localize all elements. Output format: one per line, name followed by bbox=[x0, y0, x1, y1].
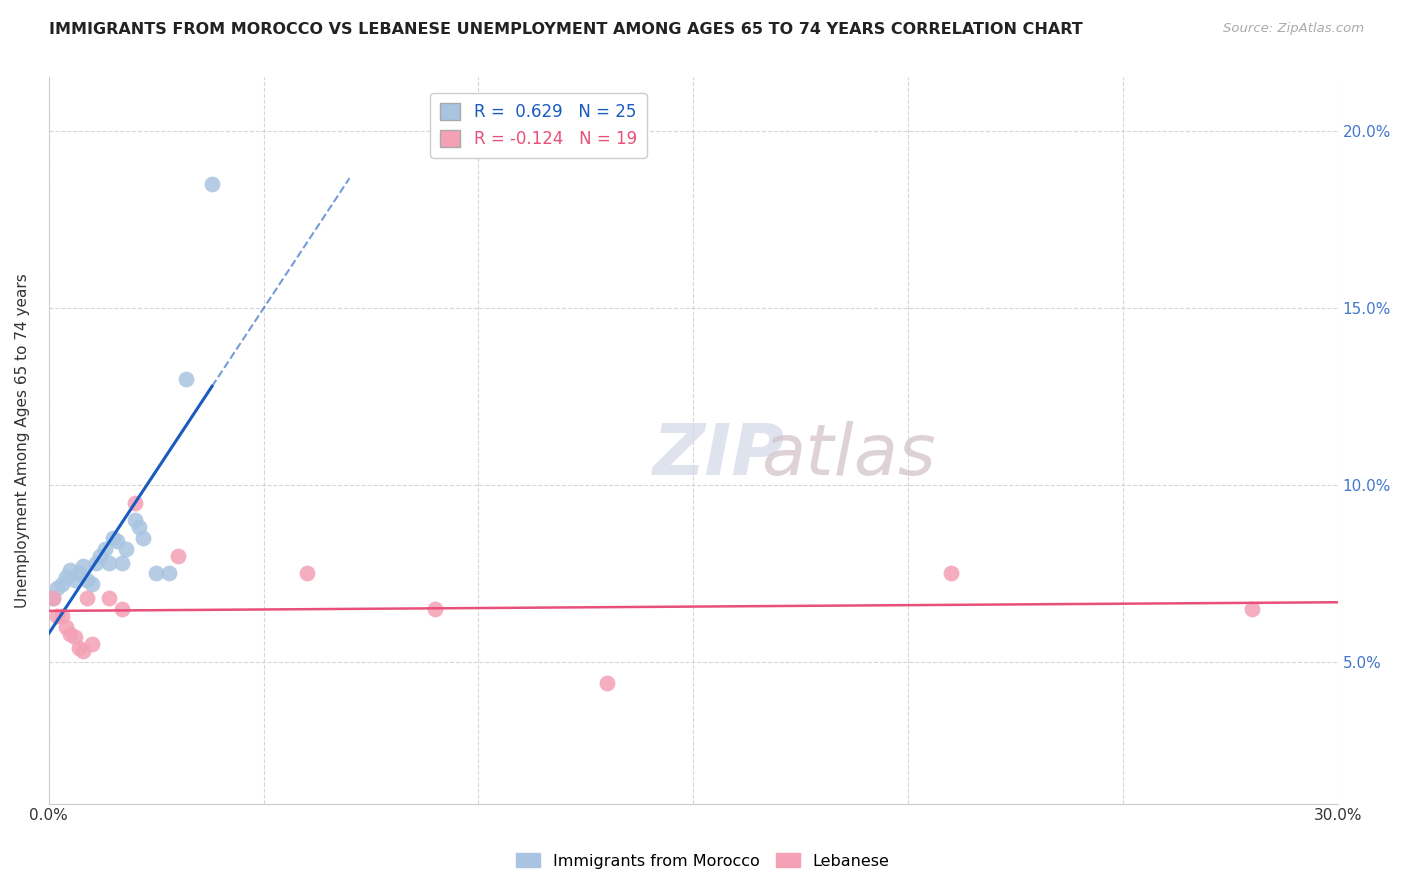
Text: IMMIGRANTS FROM MOROCCO VS LEBANESE UNEMPLOYMENT AMONG AGES 65 TO 74 YEARS CORRE: IMMIGRANTS FROM MOROCCO VS LEBANESE UNEM… bbox=[49, 22, 1083, 37]
Point bbox=[59, 563, 82, 577]
Point bbox=[145, 566, 167, 581]
Point bbox=[97, 556, 120, 570]
Point bbox=[115, 541, 138, 556]
Point bbox=[80, 637, 103, 651]
Point bbox=[63, 574, 86, 588]
Point bbox=[46, 608, 69, 623]
Point bbox=[295, 566, 318, 581]
Point bbox=[42, 591, 65, 606]
Point bbox=[124, 513, 146, 527]
Point bbox=[55, 570, 77, 584]
Point bbox=[84, 556, 107, 570]
Point bbox=[67, 566, 90, 581]
Point bbox=[1240, 602, 1263, 616]
Point bbox=[72, 559, 94, 574]
Legend: R =  0.629   N = 25, R = -0.124   N = 19: R = 0.629 N = 25, R = -0.124 N = 19 bbox=[430, 93, 647, 158]
Point bbox=[166, 549, 188, 563]
Point bbox=[93, 541, 115, 556]
Point bbox=[51, 608, 73, 623]
Point bbox=[132, 531, 155, 545]
Point bbox=[174, 371, 197, 385]
Point bbox=[111, 602, 134, 616]
Point bbox=[55, 619, 77, 633]
Point bbox=[103, 531, 125, 545]
Point bbox=[59, 626, 82, 640]
Point bbox=[201, 177, 224, 191]
Point bbox=[128, 520, 150, 534]
Point bbox=[67, 640, 90, 655]
Text: atlas: atlas bbox=[761, 420, 935, 490]
Point bbox=[80, 577, 103, 591]
Point bbox=[63, 630, 86, 644]
Point bbox=[939, 566, 962, 581]
Point bbox=[76, 574, 98, 588]
Text: Source: ZipAtlas.com: Source: ZipAtlas.com bbox=[1223, 22, 1364, 36]
Point bbox=[124, 495, 146, 509]
Point bbox=[425, 602, 447, 616]
Point bbox=[46, 581, 69, 595]
Text: ZIP: ZIP bbox=[652, 420, 785, 490]
Point bbox=[89, 549, 111, 563]
Point bbox=[596, 676, 619, 690]
Point bbox=[107, 534, 129, 549]
Point bbox=[97, 591, 120, 606]
Legend: Immigrants from Morocco, Lebanese: Immigrants from Morocco, Lebanese bbox=[510, 847, 896, 875]
Point bbox=[72, 644, 94, 658]
Point bbox=[51, 577, 73, 591]
Point bbox=[42, 591, 65, 606]
Point bbox=[157, 566, 180, 581]
Point bbox=[76, 591, 98, 606]
Point bbox=[111, 556, 134, 570]
Y-axis label: Unemployment Among Ages 65 to 74 years: Unemployment Among Ages 65 to 74 years bbox=[15, 273, 30, 608]
